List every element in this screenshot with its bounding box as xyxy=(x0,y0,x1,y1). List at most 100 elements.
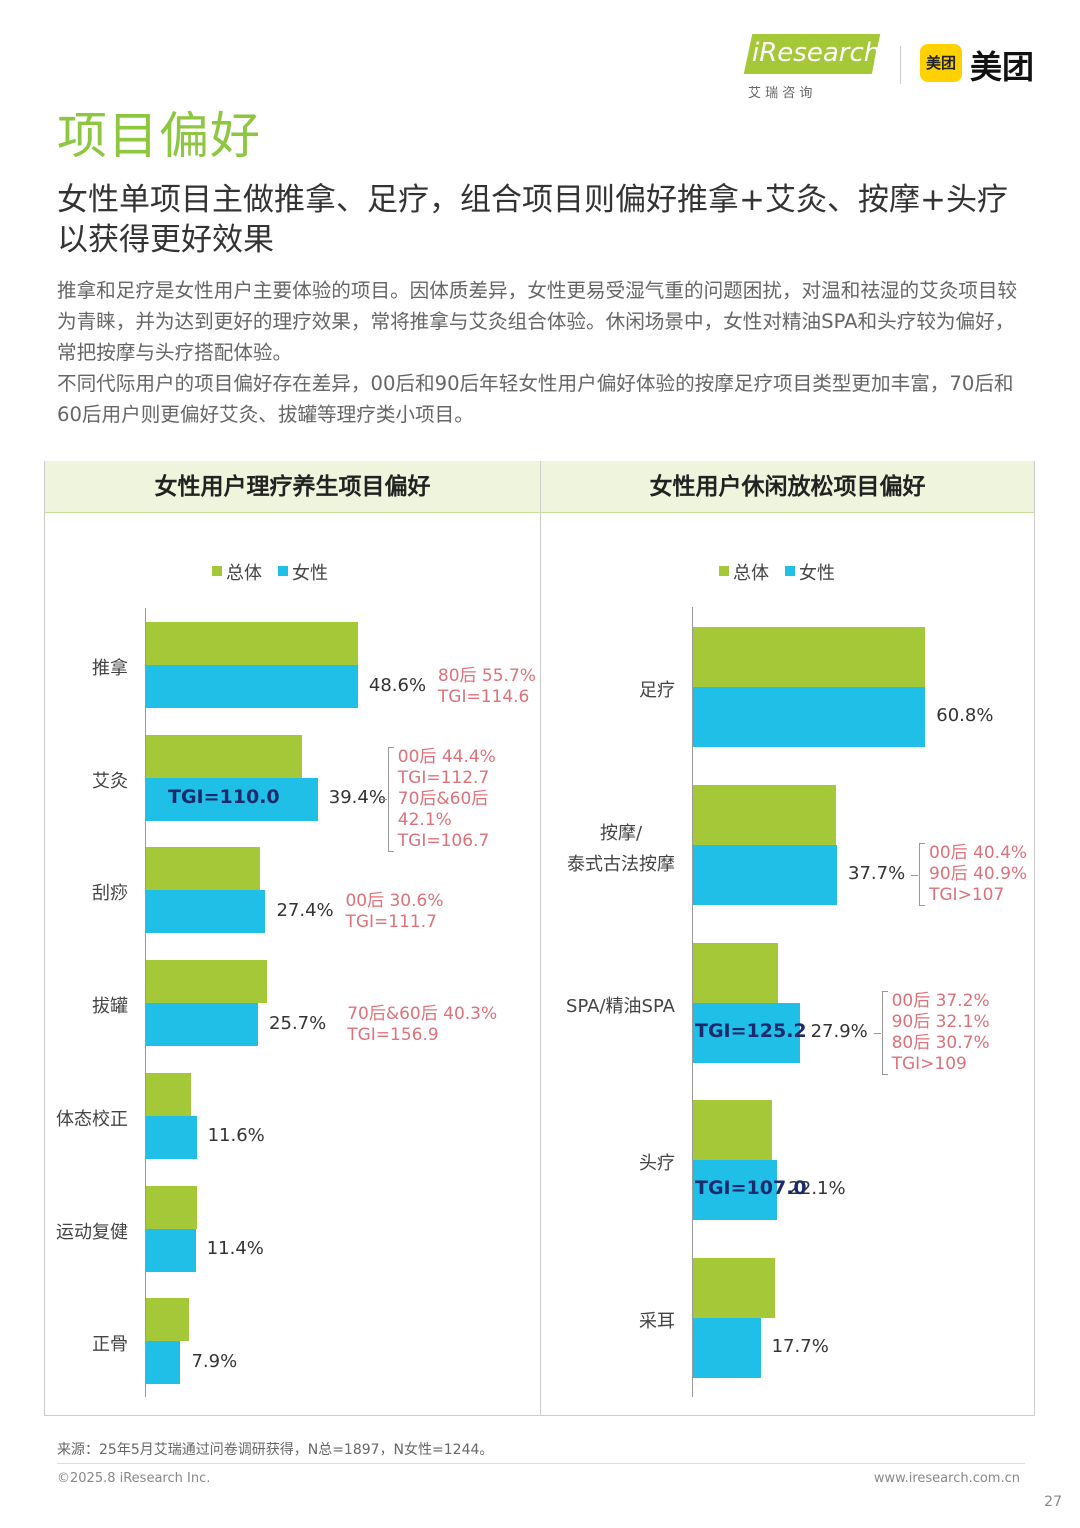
bar xyxy=(146,890,266,934)
divider xyxy=(900,46,901,84)
bar xyxy=(693,627,926,687)
value-label: 25.7% xyxy=(269,1012,327,1034)
logo-subtitle: 艾 瑞 咨 询 xyxy=(748,86,813,101)
bar xyxy=(693,1160,778,1221)
copyright: ©2025.8 iResearch Inc. xyxy=(57,1471,211,1486)
category-label: 艾灸 xyxy=(92,770,128,792)
legend-swatch xyxy=(212,566,222,576)
bar xyxy=(146,1115,197,1159)
title: 项目偏好 xyxy=(57,107,261,165)
note: 80后 30.7% xyxy=(891,1032,990,1053)
axis-line xyxy=(145,608,146,1397)
value-label: 37.7% xyxy=(848,862,906,884)
category-label: SPA/精油SPA xyxy=(566,995,675,1017)
note: 70后&60后 40.3% xyxy=(347,1003,498,1024)
value-label: 17.7% xyxy=(771,1336,829,1358)
category-label: 足疗 xyxy=(639,680,675,701)
source: 来源：25年5月艾瑞通过问卷调研获得，N总=1897，N女性=1244。 xyxy=(57,1442,494,1458)
bar xyxy=(693,687,926,747)
value-label: 39.4% xyxy=(328,787,386,809)
legend-swatch xyxy=(278,566,288,576)
note: TGI>109 xyxy=(891,1053,967,1074)
note: 00后 30.6% xyxy=(345,890,444,911)
bar xyxy=(146,1228,196,1272)
bar xyxy=(693,1002,800,1063)
category-label: 体态校正 xyxy=(56,1108,128,1130)
website: www.iresearch.com.cn xyxy=(873,1471,1020,1486)
category-label: 按摩/ 泰式古法按摩 xyxy=(567,822,675,875)
note-bracket xyxy=(387,746,394,852)
category-label: 运动复健 xyxy=(56,1221,128,1243)
value-label: 11.6% xyxy=(207,1125,265,1147)
value-label: 48.6% xyxy=(368,674,427,696)
note: TGI=106.7 xyxy=(397,830,490,851)
bar xyxy=(693,784,836,845)
legend-label: 女性 xyxy=(799,563,835,584)
category-label: 刮痧 xyxy=(92,883,128,905)
paragraph: 推拿和足疗是女性用户主要体验的项目。因体质差异，女性更易受湿气重的问题困扰，对温… xyxy=(57,279,1018,364)
bar xyxy=(146,665,358,708)
legend-label: 女性 xyxy=(292,563,328,584)
bar xyxy=(693,1100,773,1161)
note-connector xyxy=(873,1032,881,1034)
value-label: 11.4% xyxy=(206,1238,264,1259)
value-label: 7.9% xyxy=(191,1350,238,1372)
rule xyxy=(57,1463,1025,1464)
value-label: 27.9% xyxy=(810,1020,868,1042)
note-connector xyxy=(911,874,918,876)
bar-label: TGI=110.0 xyxy=(168,786,280,809)
bar xyxy=(693,844,837,905)
note-connector xyxy=(379,799,387,801)
axis-line xyxy=(692,607,693,1397)
bar xyxy=(693,1318,761,1379)
bar xyxy=(146,960,268,1004)
bar xyxy=(693,1258,776,1319)
note: 90后 32.1% xyxy=(891,1011,990,1032)
category-label: 采耳 xyxy=(639,1311,675,1333)
paragraph: 不同代际用户的项目偏好存在差异，00后和90后年轻女性用户偏好体验的按摩足疗项目… xyxy=(57,372,1014,426)
value-label: 22.1% xyxy=(788,1178,846,1200)
category-label: 头疗 xyxy=(639,1153,675,1175)
note: 00后 37.2% xyxy=(891,990,990,1011)
value-label: 60.8% xyxy=(936,705,994,726)
note-bracket xyxy=(919,843,925,907)
bar xyxy=(146,1298,190,1342)
note: 80后 55.7% xyxy=(437,665,536,686)
partner-badge: 美团 xyxy=(920,44,962,82)
bar xyxy=(146,622,358,665)
value-label: 27.4% xyxy=(276,899,334,921)
note: TGI=112.7 xyxy=(397,767,490,788)
bar xyxy=(146,1072,191,1116)
bar xyxy=(146,734,303,778)
note: 00后 40.4% xyxy=(929,843,1028,864)
legend-label: 总体 xyxy=(226,563,262,584)
bar xyxy=(693,942,779,1003)
note: 90后 40.9% xyxy=(929,864,1028,885)
note: TGI>107 xyxy=(929,885,1005,906)
note-bracket xyxy=(881,990,888,1075)
note: TGI=111.7 xyxy=(345,911,437,932)
legend-label: 总体 xyxy=(733,563,769,584)
bar xyxy=(146,847,260,891)
bar-label: TGI=107.0 xyxy=(695,1177,807,1200)
bar-label: TGI=125.2 xyxy=(695,1019,807,1042)
bar xyxy=(146,1185,197,1229)
partner-name: 美团 xyxy=(970,48,1035,86)
divider xyxy=(540,461,541,1416)
chart-title: 女性用户理疗养生项目偏好 xyxy=(45,461,540,513)
category-label: 正骨 xyxy=(92,1334,128,1356)
subtitle: 女性单项目主做推拿、足疗，组合项目则偏好推拿+艾灸、按摩+头疗以获得更好效果 xyxy=(57,182,1008,258)
bar xyxy=(146,1003,259,1047)
legend-swatch xyxy=(719,566,729,576)
legend-swatch xyxy=(785,566,795,576)
bar xyxy=(146,1341,181,1385)
note: TGI=156.9 xyxy=(347,1024,439,1045)
bar xyxy=(146,777,318,821)
chart-title: 女性用户休闲放松项目偏好 xyxy=(541,461,1034,513)
category-label: 拔罐 xyxy=(92,996,128,1018)
category-label: 推拿 xyxy=(92,658,128,679)
note: 00后 44.4% xyxy=(397,746,496,767)
note: TGI=114.6 xyxy=(437,686,530,707)
note: 70后&60后 xyxy=(397,788,489,809)
